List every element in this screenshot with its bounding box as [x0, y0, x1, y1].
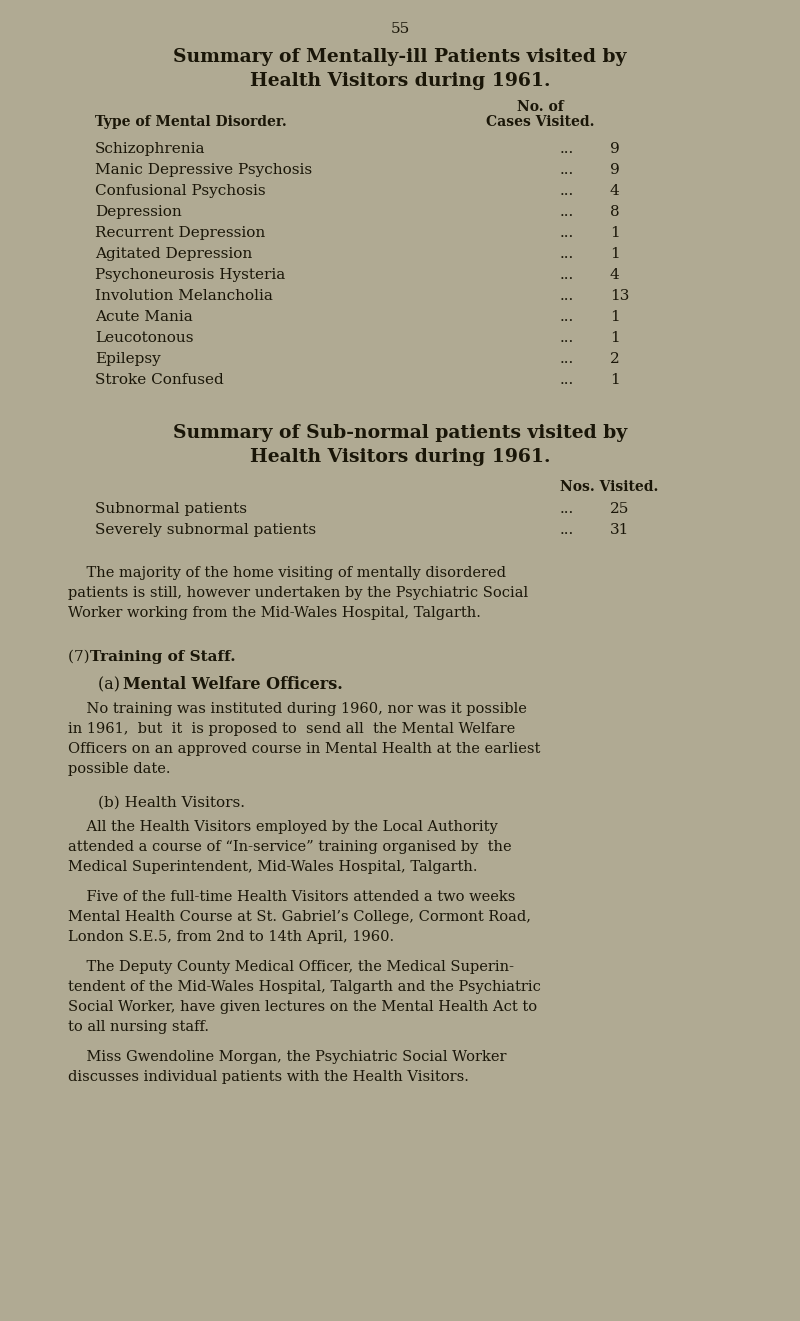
Text: 1: 1: [610, 373, 620, 387]
Text: Officers on an approved course in Mental Health at the earliest: Officers on an approved course in Mental…: [68, 742, 540, 756]
Text: 13: 13: [610, 289, 630, 303]
Text: ...: ...: [560, 351, 574, 366]
Text: ...: ...: [560, 205, 574, 219]
Text: Summary of Mentally-ill Patients visited by: Summary of Mentally-ill Patients visited…: [174, 48, 626, 66]
Text: Confusional Psychosis: Confusional Psychosis: [95, 184, 266, 198]
Text: Depression: Depression: [95, 205, 182, 219]
Text: All the Health Visitors employed by the Local Authority: All the Health Visitors employed by the …: [68, 820, 498, 834]
Text: patients is still, however undertaken by the Psychiatric Social: patients is still, however undertaken by…: [68, 587, 528, 600]
Text: London S.E.5, from 2nd to 14th April, 1960.: London S.E.5, from 2nd to 14th April, 19…: [68, 930, 394, 945]
Text: ...: ...: [560, 141, 574, 156]
Text: 9: 9: [610, 141, 620, 156]
Text: Health Visitors during 1961.: Health Visitors during 1961.: [250, 73, 550, 90]
Text: The Deputy County Medical Officer, the Medical Superin-: The Deputy County Medical Officer, the M…: [68, 960, 514, 974]
Text: Recurrent Depression: Recurrent Depression: [95, 226, 266, 240]
Text: Subnormal patients: Subnormal patients: [95, 502, 247, 517]
Text: Psychoneurosis Hysteria: Psychoneurosis Hysteria: [95, 268, 286, 281]
Text: 31: 31: [610, 523, 630, 538]
Text: tendent of the Mid-Wales Hospital, Talgarth and the Psychiatric: tendent of the Mid-Wales Hospital, Talga…: [68, 980, 541, 993]
Text: Type of Mental Disorder.: Type of Mental Disorder.: [95, 115, 286, 129]
Text: Summary of Sub-normal patients visited by: Summary of Sub-normal patients visited b…: [173, 424, 627, 443]
Text: ...: ...: [560, 523, 574, 538]
Text: 9: 9: [610, 162, 620, 177]
Text: (7): (7): [68, 650, 94, 664]
Text: ...: ...: [560, 373, 574, 387]
Text: Mental Welfare Officers.: Mental Welfare Officers.: [123, 676, 342, 694]
Text: ...: ...: [560, 332, 574, 345]
Text: 4: 4: [610, 268, 620, 281]
Text: Agitated Depression: Agitated Depression: [95, 247, 252, 262]
Text: Worker working from the Mid-Wales Hospital, Talgarth.: Worker working from the Mid-Wales Hospit…: [68, 606, 481, 620]
Text: attended a course of “In-service” training organised by  the: attended a course of “In-service” traini…: [68, 840, 512, 853]
Text: 4: 4: [610, 184, 620, 198]
Text: 2: 2: [610, 351, 620, 366]
Text: ...: ...: [560, 268, 574, 281]
Text: ...: ...: [560, 502, 574, 517]
Text: Epilepsy: Epilepsy: [95, 351, 161, 366]
Text: ...: ...: [560, 310, 574, 324]
Text: to all nursing staff.: to all nursing staff.: [68, 1020, 209, 1034]
Text: Leucotonous: Leucotonous: [95, 332, 194, 345]
Text: ...: ...: [560, 162, 574, 177]
Text: Involution Melancholia: Involution Melancholia: [95, 289, 273, 303]
Text: No. of: No. of: [517, 100, 563, 114]
Text: Manic Depressive Psychosis: Manic Depressive Psychosis: [95, 162, 312, 177]
Text: 1: 1: [610, 226, 620, 240]
Text: Severely subnormal patients: Severely subnormal patients: [95, 523, 316, 538]
Text: 1: 1: [610, 310, 620, 324]
Text: Miss Gwendoline Morgan, the Psychiatric Social Worker: Miss Gwendoline Morgan, the Psychiatric …: [68, 1050, 506, 1063]
Text: 25: 25: [610, 502, 630, 517]
Text: in 1961,  but  it  is proposed to  send all  the Mental Welfare: in 1961, but it is proposed to send all …: [68, 723, 515, 736]
Text: 8: 8: [610, 205, 620, 219]
Text: (b) Health Visitors.: (b) Health Visitors.: [98, 797, 245, 810]
Text: Stroke Confused: Stroke Confused: [95, 373, 224, 387]
Text: ...: ...: [560, 226, 574, 240]
Text: Acute Mania: Acute Mania: [95, 310, 193, 324]
Text: 55: 55: [390, 22, 410, 36]
Text: Nos. Visited.: Nos. Visited.: [560, 480, 658, 494]
Text: The majority of the home visiting of mentally disordered: The majority of the home visiting of men…: [68, 565, 506, 580]
Text: discusses individual patients with the Health Visitors.: discusses individual patients with the H…: [68, 1070, 469, 1085]
Text: Training of Staff.: Training of Staff.: [90, 650, 236, 664]
Text: 1: 1: [610, 332, 620, 345]
Text: 1: 1: [610, 247, 620, 262]
Text: Cases Visited.: Cases Visited.: [486, 115, 594, 129]
Text: Health Visitors during 1961.: Health Visitors during 1961.: [250, 448, 550, 466]
Text: Social Worker, have given lectures on the Mental Health Act to: Social Worker, have given lectures on th…: [68, 1000, 537, 1015]
Text: Mental Health Course at St. Gabriel’s College, Cormont Road,: Mental Health Course at St. Gabriel’s Co…: [68, 910, 531, 923]
Text: Five of the full-time Health Visitors attended a two weeks: Five of the full-time Health Visitors at…: [68, 890, 515, 904]
Text: No training was instituted during 1960, nor was it possible: No training was instituted during 1960, …: [68, 701, 527, 716]
Text: ...: ...: [560, 289, 574, 303]
Text: possible date.: possible date.: [68, 762, 170, 775]
Text: (a): (a): [98, 676, 125, 694]
Text: Schizophrenia: Schizophrenia: [95, 141, 206, 156]
Text: Medical Superintendent, Mid-Wales Hospital, Talgarth.: Medical Superintendent, Mid-Wales Hospit…: [68, 860, 478, 875]
Text: ...: ...: [560, 247, 574, 262]
Text: ...: ...: [560, 184, 574, 198]
